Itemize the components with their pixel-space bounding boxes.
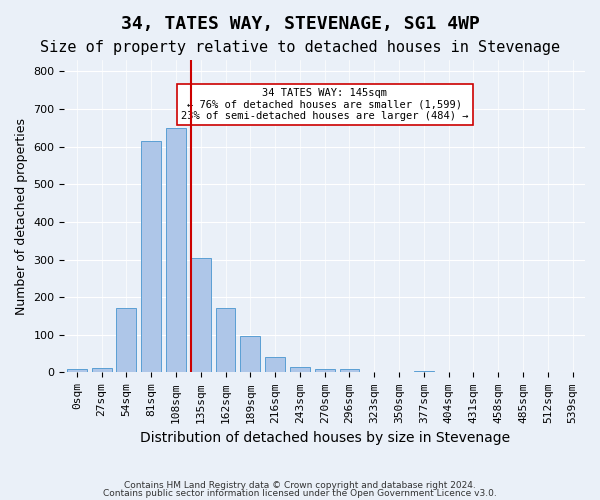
Text: Size of property relative to detached houses in Stevenage: Size of property relative to detached ho…	[40, 40, 560, 55]
Bar	[92, 368, 112, 372]
Text: 34 TATES WAY: 145sqm
← 76% of detached houses are smaller (1,599)
23% of semi-de: 34 TATES WAY: 145sqm ← 76% of detached h…	[181, 88, 469, 122]
Bar	[67, 370, 87, 372]
Bar	[414, 370, 434, 372]
Bar	[191, 258, 211, 372]
Bar	[116, 308, 136, 372]
X-axis label: Distribution of detached houses by size in Stevenage: Distribution of detached houses by size …	[140, 431, 510, 445]
Bar	[241, 336, 260, 372]
Text: 34, TATES WAY, STEVENAGE, SG1 4WP: 34, TATES WAY, STEVENAGE, SG1 4WP	[121, 15, 479, 33]
Bar	[315, 368, 335, 372]
Bar	[166, 128, 186, 372]
Bar	[265, 356, 285, 372]
Bar	[215, 308, 235, 372]
Text: Contains public sector information licensed under the Open Government Licence v3: Contains public sector information licen…	[103, 488, 497, 498]
Bar	[141, 141, 161, 372]
Bar	[290, 367, 310, 372]
Y-axis label: Number of detached properties: Number of detached properties	[15, 118, 28, 314]
Text: Contains HM Land Registry data © Crown copyright and database right 2024.: Contains HM Land Registry data © Crown c…	[124, 481, 476, 490]
Bar	[340, 370, 359, 372]
